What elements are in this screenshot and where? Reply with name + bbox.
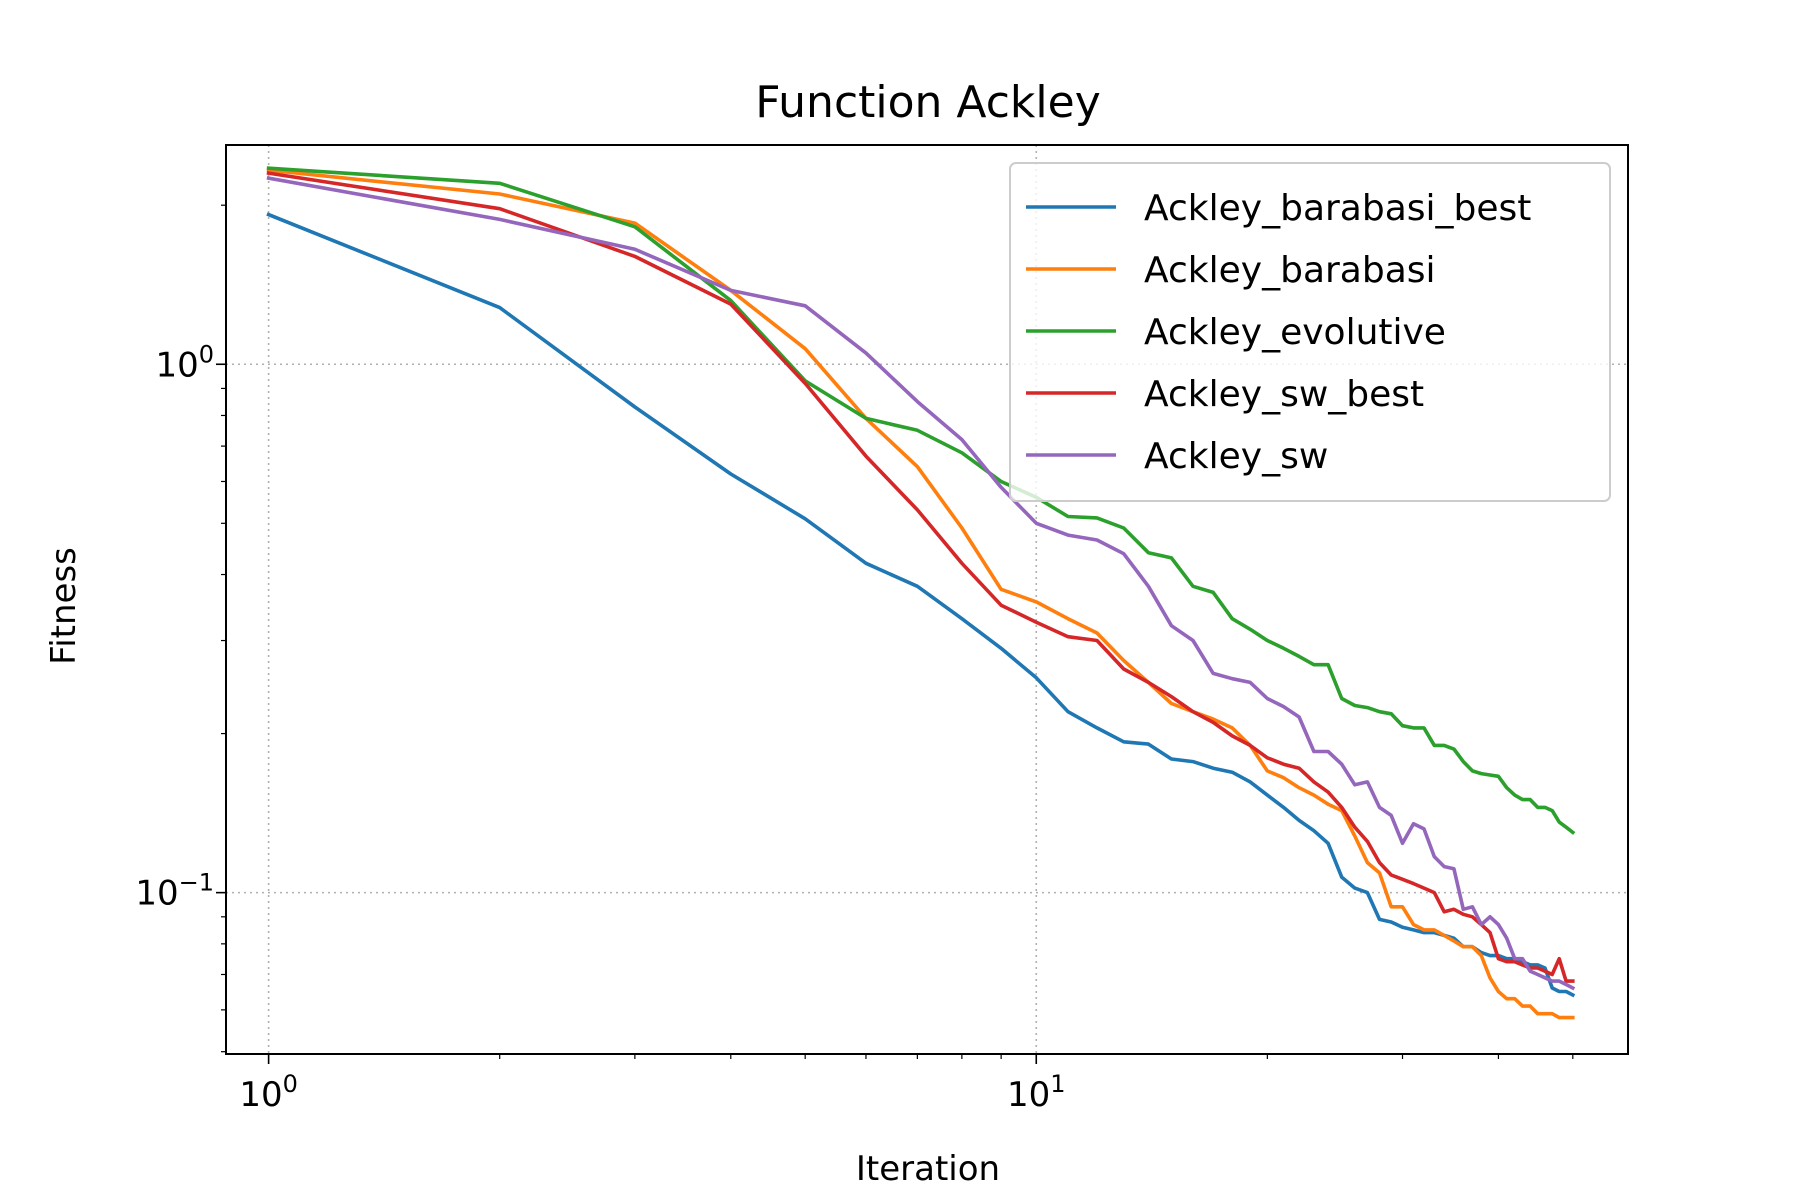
series-line-ackley-barabasi [266, 168, 1575, 1020]
legend: Ackley_barabasi_best Ackley_barabasi Ackle… [1009, 162, 1611, 502]
axis-ticks: 100 101 10−1 100 [135, 204, 1574, 1115]
axes-frame [225, 144, 1629, 1055]
chart-title: Function Ackley [755, 77, 1100, 128]
legend-ackley-sw-best-label: Ackley_sw_best [1144, 374, 1424, 415]
legend-ackley-barabasi-best-label: Ackley_barabasi_best [1144, 188, 1531, 229]
y-tick-label: 100 [155, 340, 214, 385]
y-axis-label: Fitness [44, 547, 84, 665]
legend-ackley-sw-label: Ackley_sw [1144, 436, 1328, 477]
series-lines [266, 166, 1576, 1020]
series-line-ackley-evolutive [266, 166, 1576, 835]
x-tick-label: 100 [239, 1070, 298, 1115]
x-axis-label: Iteration [856, 1149, 1000, 1189]
y-tick-label: 10−1 [135, 869, 214, 914]
series-line-ackley-sw-best [266, 171, 1575, 983]
legend-ackley-barabasi-label: Ackley_barabasi [1144, 250, 1436, 291]
legend-box [1009, 162, 1611, 502]
x-tick-label: 101 [1007, 1070, 1066, 1115]
legend-ackley-evolutive-label: Ackley_evolutive [1144, 312, 1446, 353]
series-line-ackley-sw [266, 176, 1576, 991]
